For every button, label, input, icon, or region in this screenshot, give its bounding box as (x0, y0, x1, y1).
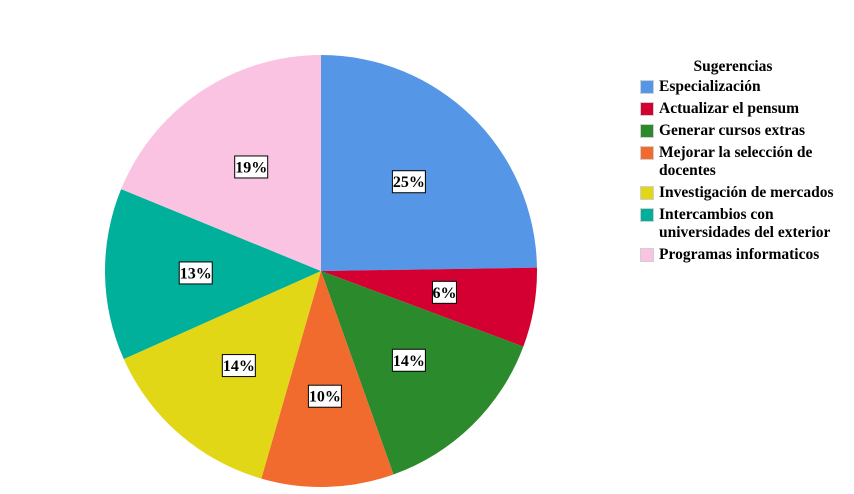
data-label-box (431, 280, 457, 304)
pie-slice-2 (321, 267, 537, 347)
data-label-box (391, 348, 426, 372)
legend-swatch (640, 102, 654, 116)
legend-item-1: Especialización (638, 78, 850, 96)
pie-slice-4 (261, 271, 394, 487)
legend-swatch (640, 80, 654, 94)
data-label-text: 13% (180, 265, 212, 282)
legend-title: Sugerencias (693, 58, 773, 75)
data-label-text: 25% (393, 174, 425, 191)
legend-swatch (640, 124, 654, 138)
pie-slice-6 (105, 189, 321, 360)
legend-item-4: Mejorar la selección de docentes (638, 144, 850, 180)
legend-swatch (640, 146, 654, 160)
legend-swatch (640, 208, 654, 222)
data-label-text: 19% (235, 159, 267, 176)
data-label-1: 25% (391, 170, 426, 194)
data-label-box (234, 155, 269, 179)
legend-label: Programas informaticos (659, 246, 820, 263)
legend-swatch (640, 186, 654, 200)
pie-slice-3 (321, 271, 524, 475)
legend-label: Especialización (659, 78, 761, 95)
data-label-box (221, 354, 256, 378)
legend-item-7: Programas informaticos (638, 246, 850, 264)
pie-slice-7 (121, 55, 322, 271)
legend-label: Actualizar el pensum (659, 100, 800, 117)
data-label-2: 6% (431, 280, 457, 304)
data-label-box (391, 170, 426, 194)
data-label-text: 6% (432, 285, 456, 302)
legend-items: Especialización Actualizar el pensum Gener… (638, 78, 850, 264)
data-label-4: 10% (307, 384, 342, 408)
legend-label: Generar cursos extras (659, 122, 806, 139)
data-label-box (178, 261, 213, 285)
legend-item-2: Actualizar el pensum (638, 100, 850, 118)
data-label-text: 14% (223, 358, 255, 375)
data-label-box (307, 384, 342, 408)
data-label-3: 14% (391, 348, 426, 372)
data-label-7: 19% (234, 155, 269, 179)
legend-item-6: Intercambios con universidades del exter… (638, 206, 850, 242)
pie-slice-1 (321, 55, 537, 271)
legend-label: Mejorar la selección de docentes (659, 144, 813, 179)
legend-item-3: Generar cursos extras (638, 122, 850, 140)
legend-label: Intercambios con universidades del exter… (659, 206, 831, 241)
data-label-6: 13% (178, 261, 213, 285)
legend-swatch (640, 248, 654, 262)
legend-item-5: Investigación de mercados (638, 184, 850, 202)
legend-label: Investigación de mercados (659, 184, 834, 201)
legend: Sugerencias Especialización Actualizar el… (638, 58, 850, 268)
data-label-5: 14% (221, 354, 256, 378)
data-label-text: 10% (309, 389, 341, 406)
data-label-text: 14% (393, 353, 425, 370)
